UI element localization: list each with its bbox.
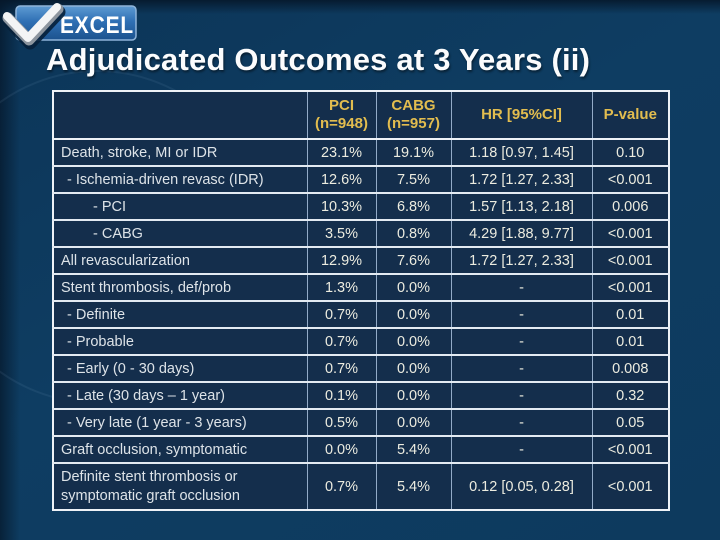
cell-p-value: 0.006 xyxy=(591,192,669,220)
excel-logo: EXCEL xyxy=(2,3,137,50)
cell-pci: 3.5% xyxy=(306,219,376,247)
cell-p-value: <0.001 xyxy=(591,219,669,247)
cell-cabg: 0.8% xyxy=(375,219,451,247)
cell-pci: 0.7% xyxy=(306,462,376,510)
outcome-label: Death, stroke, MI or IDR xyxy=(53,138,307,166)
cell-hr: 1.72 [1.27, 2.33] xyxy=(450,165,592,193)
cell-pci: 10.3% xyxy=(306,192,376,220)
cell-p-value: <0.001 xyxy=(591,462,669,510)
column-header-outcome xyxy=(53,91,307,140)
column-header-hr: HR [95%CI] xyxy=(450,91,592,140)
logo-text: EXCEL xyxy=(60,12,134,39)
table-row: - Ischemia-driven revasc (IDR) 12.6% 7.5% 1… xyxy=(53,165,669,193)
cell-cabg: 5.4% xyxy=(375,462,451,510)
table-row: All revascularization 12.9% 7.6% 1.72 [1.27… xyxy=(53,246,669,274)
table-row: Definite stent thrombosis or symptomatic… xyxy=(53,462,669,510)
table-row: - Early (0 - 30 days) 0.7% 0.0% -0.008 xyxy=(53,354,669,382)
table-row: - Late (30 days – 1 year) 0.1% 0.0% -0.32 xyxy=(53,381,669,409)
cell-hr: - xyxy=(450,300,592,328)
column-header-cabg: CABG (n=957) xyxy=(375,91,451,140)
cell-cabg: 0.0% xyxy=(375,408,451,436)
outcome-label: All revascularization xyxy=(53,246,307,274)
outcome-label: - Late (30 days – 1 year) xyxy=(53,381,307,409)
table-row: Death, stroke, MI or IDR 23.1% 19.1% 1.18 [… xyxy=(53,138,669,166)
cell-pci: 12.6% xyxy=(306,165,376,193)
cell-pci: 0.7% xyxy=(306,354,376,382)
table-row: - Probable 0.7% 0.0% -0.01 xyxy=(53,327,669,355)
cell-hr: - xyxy=(450,354,592,382)
cell-cabg: 0.0% xyxy=(375,273,451,301)
cell-cabg: 5.4% xyxy=(375,435,451,463)
cell-hr: - xyxy=(450,435,592,463)
cell-hr: - xyxy=(450,327,592,355)
cell-p-value: 0.008 xyxy=(591,354,669,382)
table-row: Graft occlusion, symptomatic 0.0% 5.4% - <0.… xyxy=(53,435,669,463)
checkmark-icon xyxy=(2,3,66,50)
slide-title: Adjudicated Outcomes at 3 Years (ii) xyxy=(46,42,591,77)
cell-p-value: 0.01 xyxy=(591,327,669,355)
column-header-p-value: P-value xyxy=(591,91,669,140)
cell-pci: 0.0% xyxy=(306,435,376,463)
cell-pci: 0.7% xyxy=(306,300,376,328)
cell-p-value: <0.001 xyxy=(591,273,669,301)
table-row: - PCI 10.3% 6.8% 1.57 [1.13, 2.18] 0.006 xyxy=(53,192,669,220)
cell-p-value: 0.05 xyxy=(591,408,669,436)
cell-cabg: 0.0% xyxy=(375,381,451,409)
outcome-label: - Early (0 - 30 days) xyxy=(53,354,307,382)
cell-cabg: 7.6% xyxy=(375,246,451,274)
cell-cabg: 0.0% xyxy=(375,327,451,355)
cell-hr: 1.57 [1.13, 2.18] xyxy=(450,192,592,220)
cell-hr: 0.12 [0.05, 0.28] xyxy=(450,462,592,510)
table-row: - Definite 0.7% 0.0% -0.01 xyxy=(53,300,669,328)
column-header-pci: PCI (n=948) xyxy=(306,91,376,140)
cell-hr: - xyxy=(450,381,592,409)
cell-cabg: 19.1% xyxy=(375,138,451,166)
cell-pci: 12.9% xyxy=(306,246,376,274)
table-row: - CABG 3.5% 0.8% 4.29 [1.88, 9.77] <0.001 xyxy=(53,219,669,247)
table-row: - Very late (1 year - 3 years) 0.5% 0.0% -0… xyxy=(53,408,669,436)
outcome-label: - Ischemia-driven revasc (IDR) xyxy=(53,165,307,193)
cell-hr: - xyxy=(450,273,592,301)
cell-cabg: 6.8% xyxy=(375,192,451,220)
outcome-label: - Probable xyxy=(53,327,307,355)
cell-hr: - xyxy=(450,408,592,436)
cell-cabg: 0.0% xyxy=(375,354,451,382)
outcome-label: - Very late (1 year - 3 years) xyxy=(53,408,307,436)
cell-pci: 23.1% xyxy=(306,138,376,166)
adjudicated-outcomes-table: PCI (n=948) CABG (n=957) HR [95%CI] P-value… xyxy=(52,90,670,511)
cell-pci: 1.3% xyxy=(306,273,376,301)
cell-p-value: 0.01 xyxy=(591,300,669,328)
cell-pci: 0.1% xyxy=(306,381,376,409)
cell-hr: 1.18 [0.97, 1.45] xyxy=(450,138,592,166)
cell-cabg: 0.0% xyxy=(375,300,451,328)
outcome-label: - PCI xyxy=(53,192,307,220)
cell-hr: 1.72 [1.27, 2.33] xyxy=(450,246,592,274)
outcome-label: Graft occlusion, symptomatic xyxy=(53,435,307,463)
outcome-label: - CABG xyxy=(53,219,307,247)
cell-p-value: 0.10 xyxy=(591,138,669,166)
cell-p-value: 0.32 xyxy=(591,381,669,409)
cell-hr: 4.29 [1.88, 9.77] xyxy=(450,219,592,247)
cell-p-value: <0.001 xyxy=(591,165,669,193)
cell-pci: 0.7% xyxy=(306,327,376,355)
cell-p-value: <0.001 xyxy=(591,435,669,463)
table-header-row: PCI (n=948) CABG (n=957) HR [95%CI] P-value xyxy=(53,91,669,140)
cell-p-value: <0.001 xyxy=(591,246,669,274)
outcome-label: - Definite xyxy=(53,300,307,328)
table-row: Stent thrombosis, def/prob 1.3% 0.0% - <0.00… xyxy=(53,273,669,301)
cell-cabg: 7.5% xyxy=(375,165,451,193)
outcome-label: Stent thrombosis, def/prob xyxy=(53,273,307,301)
cell-pci: 0.5% xyxy=(306,408,376,436)
outcome-label: Definite stent thrombosis or symptomatic… xyxy=(53,462,307,510)
